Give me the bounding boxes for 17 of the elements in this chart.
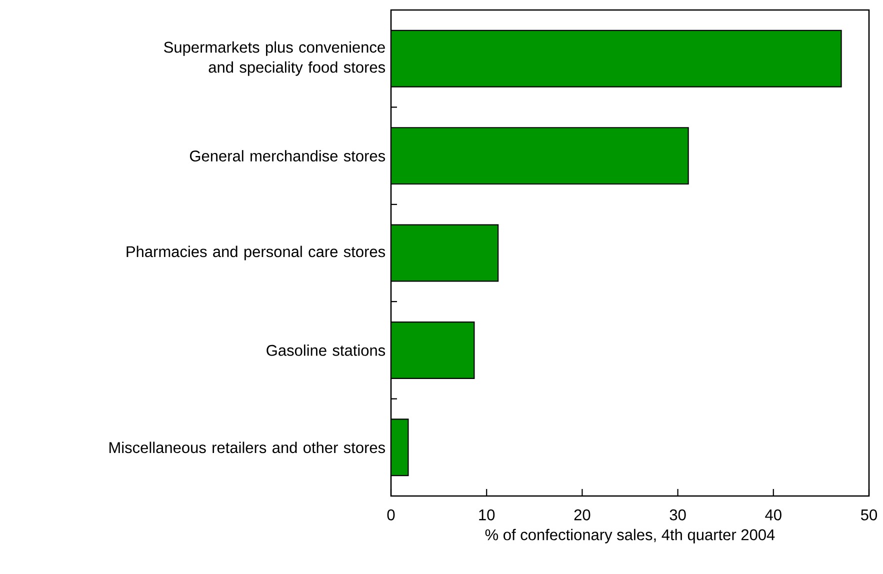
y-tick-label: Pharmacies and personal care stores: [126, 246, 386, 260]
bar: [391, 418, 409, 476]
x-tick-label: 10: [479, 509, 495, 520]
y-tick-label: General merchandise stores: [190, 150, 386, 162]
x-tick-label: 40: [765, 509, 782, 520]
x-tick-label: 50: [861, 509, 878, 520]
bar: [391, 321, 475, 379]
bar: [391, 224, 499, 282]
y-tick-label: Supermarkets plus convenience and speciality food stores: [164, 41, 386, 76]
x-tick-label: 0: [387, 509, 395, 520]
y-tick-label: Miscellaneous retailers and other stores: [109, 442, 386, 454]
x-tick-label: 20: [574, 509, 590, 520]
x-tick-label: 30: [670, 509, 686, 520]
y-tick-label: Gasoline stations: [266, 344, 386, 356]
bar: [391, 127, 689, 185]
x-axis-title: % of confectionary sales, 4th quarter 2004: [485, 528, 775, 544]
bar: [391, 30, 842, 88]
